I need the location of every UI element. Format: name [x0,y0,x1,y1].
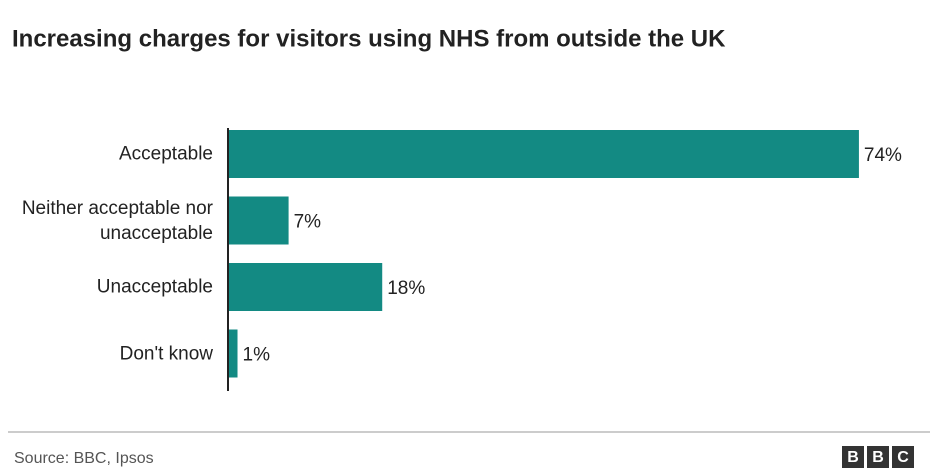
logo-letter: B [847,449,859,466]
category-label: Acceptable [118,143,213,165]
bar [229,263,383,311]
logo-letter: C [897,449,909,466]
value-label: 18% [387,278,425,299]
source: Source: BBC, Ipsos [14,450,154,467]
logo-box [867,446,889,468]
category-label: Don't know [119,343,213,364]
chart-title: Increasing charges for visitors using NH… [12,25,726,52]
bar [229,130,859,178]
value-label: 7% [294,212,322,233]
category-label: Unacceptable [96,276,213,298]
logo-box [842,446,864,468]
logo-box [892,446,914,468]
bar [229,329,238,378]
category-label: Neither acceptable nor unacceptable [21,197,213,244]
value-label: 1% [243,345,271,366]
logo-letter: B [872,449,884,466]
value-label: 74% [864,145,902,166]
bar [229,196,289,245]
